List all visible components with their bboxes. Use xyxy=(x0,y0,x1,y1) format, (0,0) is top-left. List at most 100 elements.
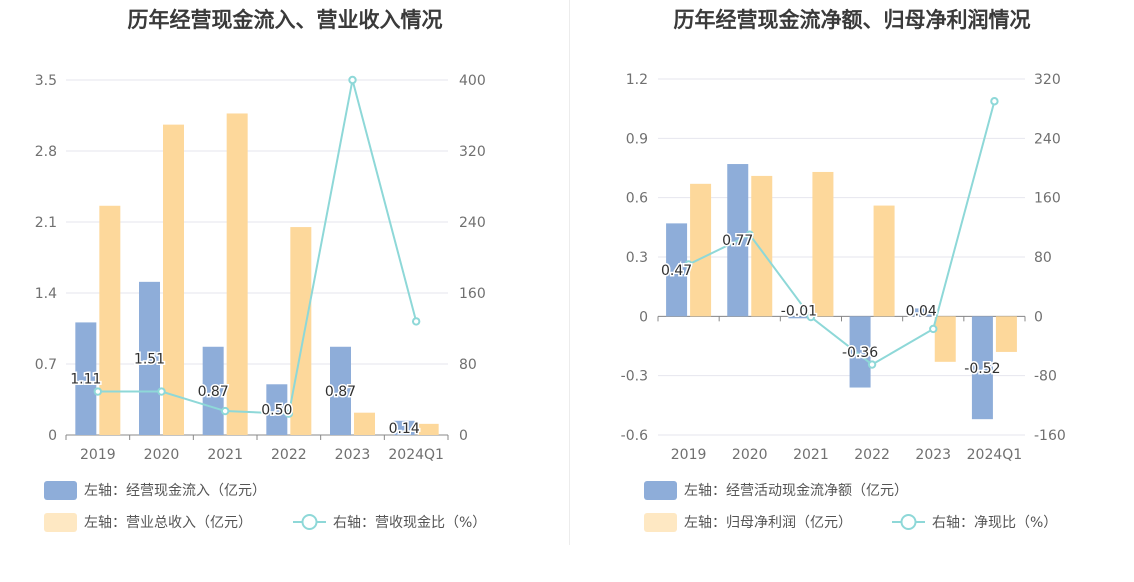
left-data-label: 1.11 xyxy=(70,372,101,388)
right-bar-series2 xyxy=(751,175,773,317)
right-left-tick-label: 0.9 xyxy=(626,131,648,147)
left-legend-label: 左轴：营业总收入（亿元） xyxy=(84,515,252,531)
right-line-series xyxy=(688,100,996,366)
left-legend-marker xyxy=(301,514,318,530)
panel-divider xyxy=(569,0,570,545)
left-legend-swatch xyxy=(44,513,77,532)
left-data-label: 0.50 xyxy=(261,403,292,419)
left-line-point xyxy=(157,387,166,396)
right-x-tick-label: 2024Q1 xyxy=(967,447,1023,463)
right-bar-series1 xyxy=(910,308,932,317)
left-line-point xyxy=(348,75,357,85)
right-bar-series2 xyxy=(934,316,956,362)
right-left-tick-label: -0.6 xyxy=(621,428,648,444)
left-line-point xyxy=(220,406,230,416)
right-right-tick-label: 320 xyxy=(1034,72,1061,88)
left-right-tick-label: 320 xyxy=(459,144,486,160)
left-data-label: 0.87 xyxy=(325,384,356,400)
right-data-label: -0.52 xyxy=(964,361,1000,377)
left-left-tick-label: 0 xyxy=(48,428,57,444)
left-chart-panel: 历年经营现金流入、营业收入情况 0 0.7 1.4 2.1 2.8 3.5 0 80 160 24… xyxy=(35,8,486,532)
right-data-label: 0.47 xyxy=(661,263,692,279)
right-chart-svg: -0.6 -0.3 0 0.3 0.6 0.9 1.2 -160 -80 0 80 160 240 320… xyxy=(621,72,1066,532)
left-chart-svg: 0 0.7 1.4 2.1 2.8 3.5 0 80 160 240 320 400 2019 2020 2… xyxy=(35,73,486,532)
left-bar-series2 xyxy=(163,124,184,435)
right-legend-label: 左轴：经营活动现金流净额（亿元） xyxy=(684,483,908,499)
right-legend-marker xyxy=(900,514,917,530)
left-legend-label: 左轴：经营现金流入（亿元） xyxy=(84,483,266,499)
left-right-tick-label: 240 xyxy=(459,215,486,231)
left-left-tick-label: 3.5 xyxy=(35,73,57,89)
left-bar-series2 xyxy=(290,227,312,435)
right-bar-series2 xyxy=(995,316,1017,352)
left-line-series xyxy=(97,79,418,415)
right-left-tick-label: 0.3 xyxy=(626,250,648,266)
right-right-tick-label: 80 xyxy=(1034,250,1052,266)
right-data-label: 0.77 xyxy=(722,233,753,249)
right-bar-series1 xyxy=(971,316,993,420)
left-bar-series1 xyxy=(393,420,415,435)
left-line-point xyxy=(93,387,103,396)
left-x-tick-label: 2022 xyxy=(271,447,307,463)
left-legend-swatch xyxy=(44,481,77,500)
left-x-tick-label: 2023 xyxy=(335,447,371,463)
left-bar-series1 xyxy=(202,346,224,435)
left-data-label: 1.51 xyxy=(134,351,165,367)
right-data-label: 0.04 xyxy=(906,303,937,319)
right-chart-title: 历年经营现金流净额、归母净利润情况 xyxy=(673,8,1031,32)
left-left-tick-label: 2.8 xyxy=(35,144,57,160)
right-legend-swatch xyxy=(644,513,677,532)
left-right-tick-label: 400 xyxy=(459,73,486,89)
left-bar-series1 xyxy=(139,281,160,435)
right-line-point xyxy=(867,360,877,369)
right-legend-label: 右轴：净现比（%） xyxy=(932,515,1057,531)
left-bar-series1 xyxy=(75,322,97,435)
left-line-point xyxy=(411,317,421,326)
right-bar-series2 xyxy=(873,205,895,317)
left-bar-series2 xyxy=(226,113,248,435)
right-left-tick-label: 0.6 xyxy=(626,191,648,207)
left-left-tick-label: 1.4 xyxy=(35,286,57,302)
right-bar-series2 xyxy=(690,183,712,317)
left-line-point xyxy=(284,409,294,418)
right-left-tick-label: -0.3 xyxy=(621,369,648,385)
right-x-tick-label: 2022 xyxy=(854,447,890,463)
left-left-tick-label: 2.1 xyxy=(35,215,57,231)
right-x-tick-label: 2020 xyxy=(732,447,768,463)
left-bar-series1 xyxy=(266,384,288,435)
right-left-tick-label: 1.2 xyxy=(626,72,648,88)
right-x-tick-label: 2023 xyxy=(915,447,951,463)
left-right-tick-label: 0 xyxy=(459,428,468,444)
left-left-tick-label: 0.7 xyxy=(35,357,57,373)
right-left-tick-label: 0 xyxy=(639,309,648,325)
right-data-label: -0.01 xyxy=(781,303,817,319)
right-right-tick-label: 160 xyxy=(1034,191,1061,207)
left-x-tick-label: 2024Q1 xyxy=(388,447,444,463)
right-right-tick-label: -80 xyxy=(1034,369,1057,385)
left-legend-label: 右轴：营收现金比（%） xyxy=(333,515,486,531)
right-bar-series2 xyxy=(812,171,834,317)
left-x-tick-label: 2019 xyxy=(80,447,116,463)
right-line-point xyxy=(684,260,693,269)
right-legend-label: 左轴：归母净利润（亿元） xyxy=(684,514,852,531)
left-bar-series2 xyxy=(417,423,439,435)
right-bar-series1 xyxy=(666,223,688,317)
right-line-point xyxy=(806,312,816,322)
left-data-label: 0.87 xyxy=(198,384,229,400)
right-data-label: -0.36 xyxy=(842,345,878,361)
left-bar-series1 xyxy=(330,346,351,435)
right-line-point xyxy=(745,230,754,239)
left-x-tick-label: 2021 xyxy=(207,447,243,463)
left-bar-series2 xyxy=(99,205,121,435)
left-chart-title: 历年经营现金流入、营业收入情况 xyxy=(127,8,443,32)
right-right-tick-label: -160 xyxy=(1034,428,1066,444)
right-legend-swatch xyxy=(644,481,677,500)
left-bar-series2 xyxy=(354,412,375,435)
right-chart-panel: 历年经营现金流净额、归母净利润情况 -0.6 -0.3 0 0.3 0.6 0.9 1.2 -… xyxy=(570,0,1134,582)
right-bar-series1 xyxy=(849,316,871,388)
right-line-point xyxy=(990,97,999,106)
right-line-point xyxy=(929,324,938,334)
left-x-tick-label: 2020 xyxy=(144,447,180,463)
left-right-tick-label: 160 xyxy=(459,286,486,302)
right-right-tick-label: 240 xyxy=(1034,131,1061,147)
